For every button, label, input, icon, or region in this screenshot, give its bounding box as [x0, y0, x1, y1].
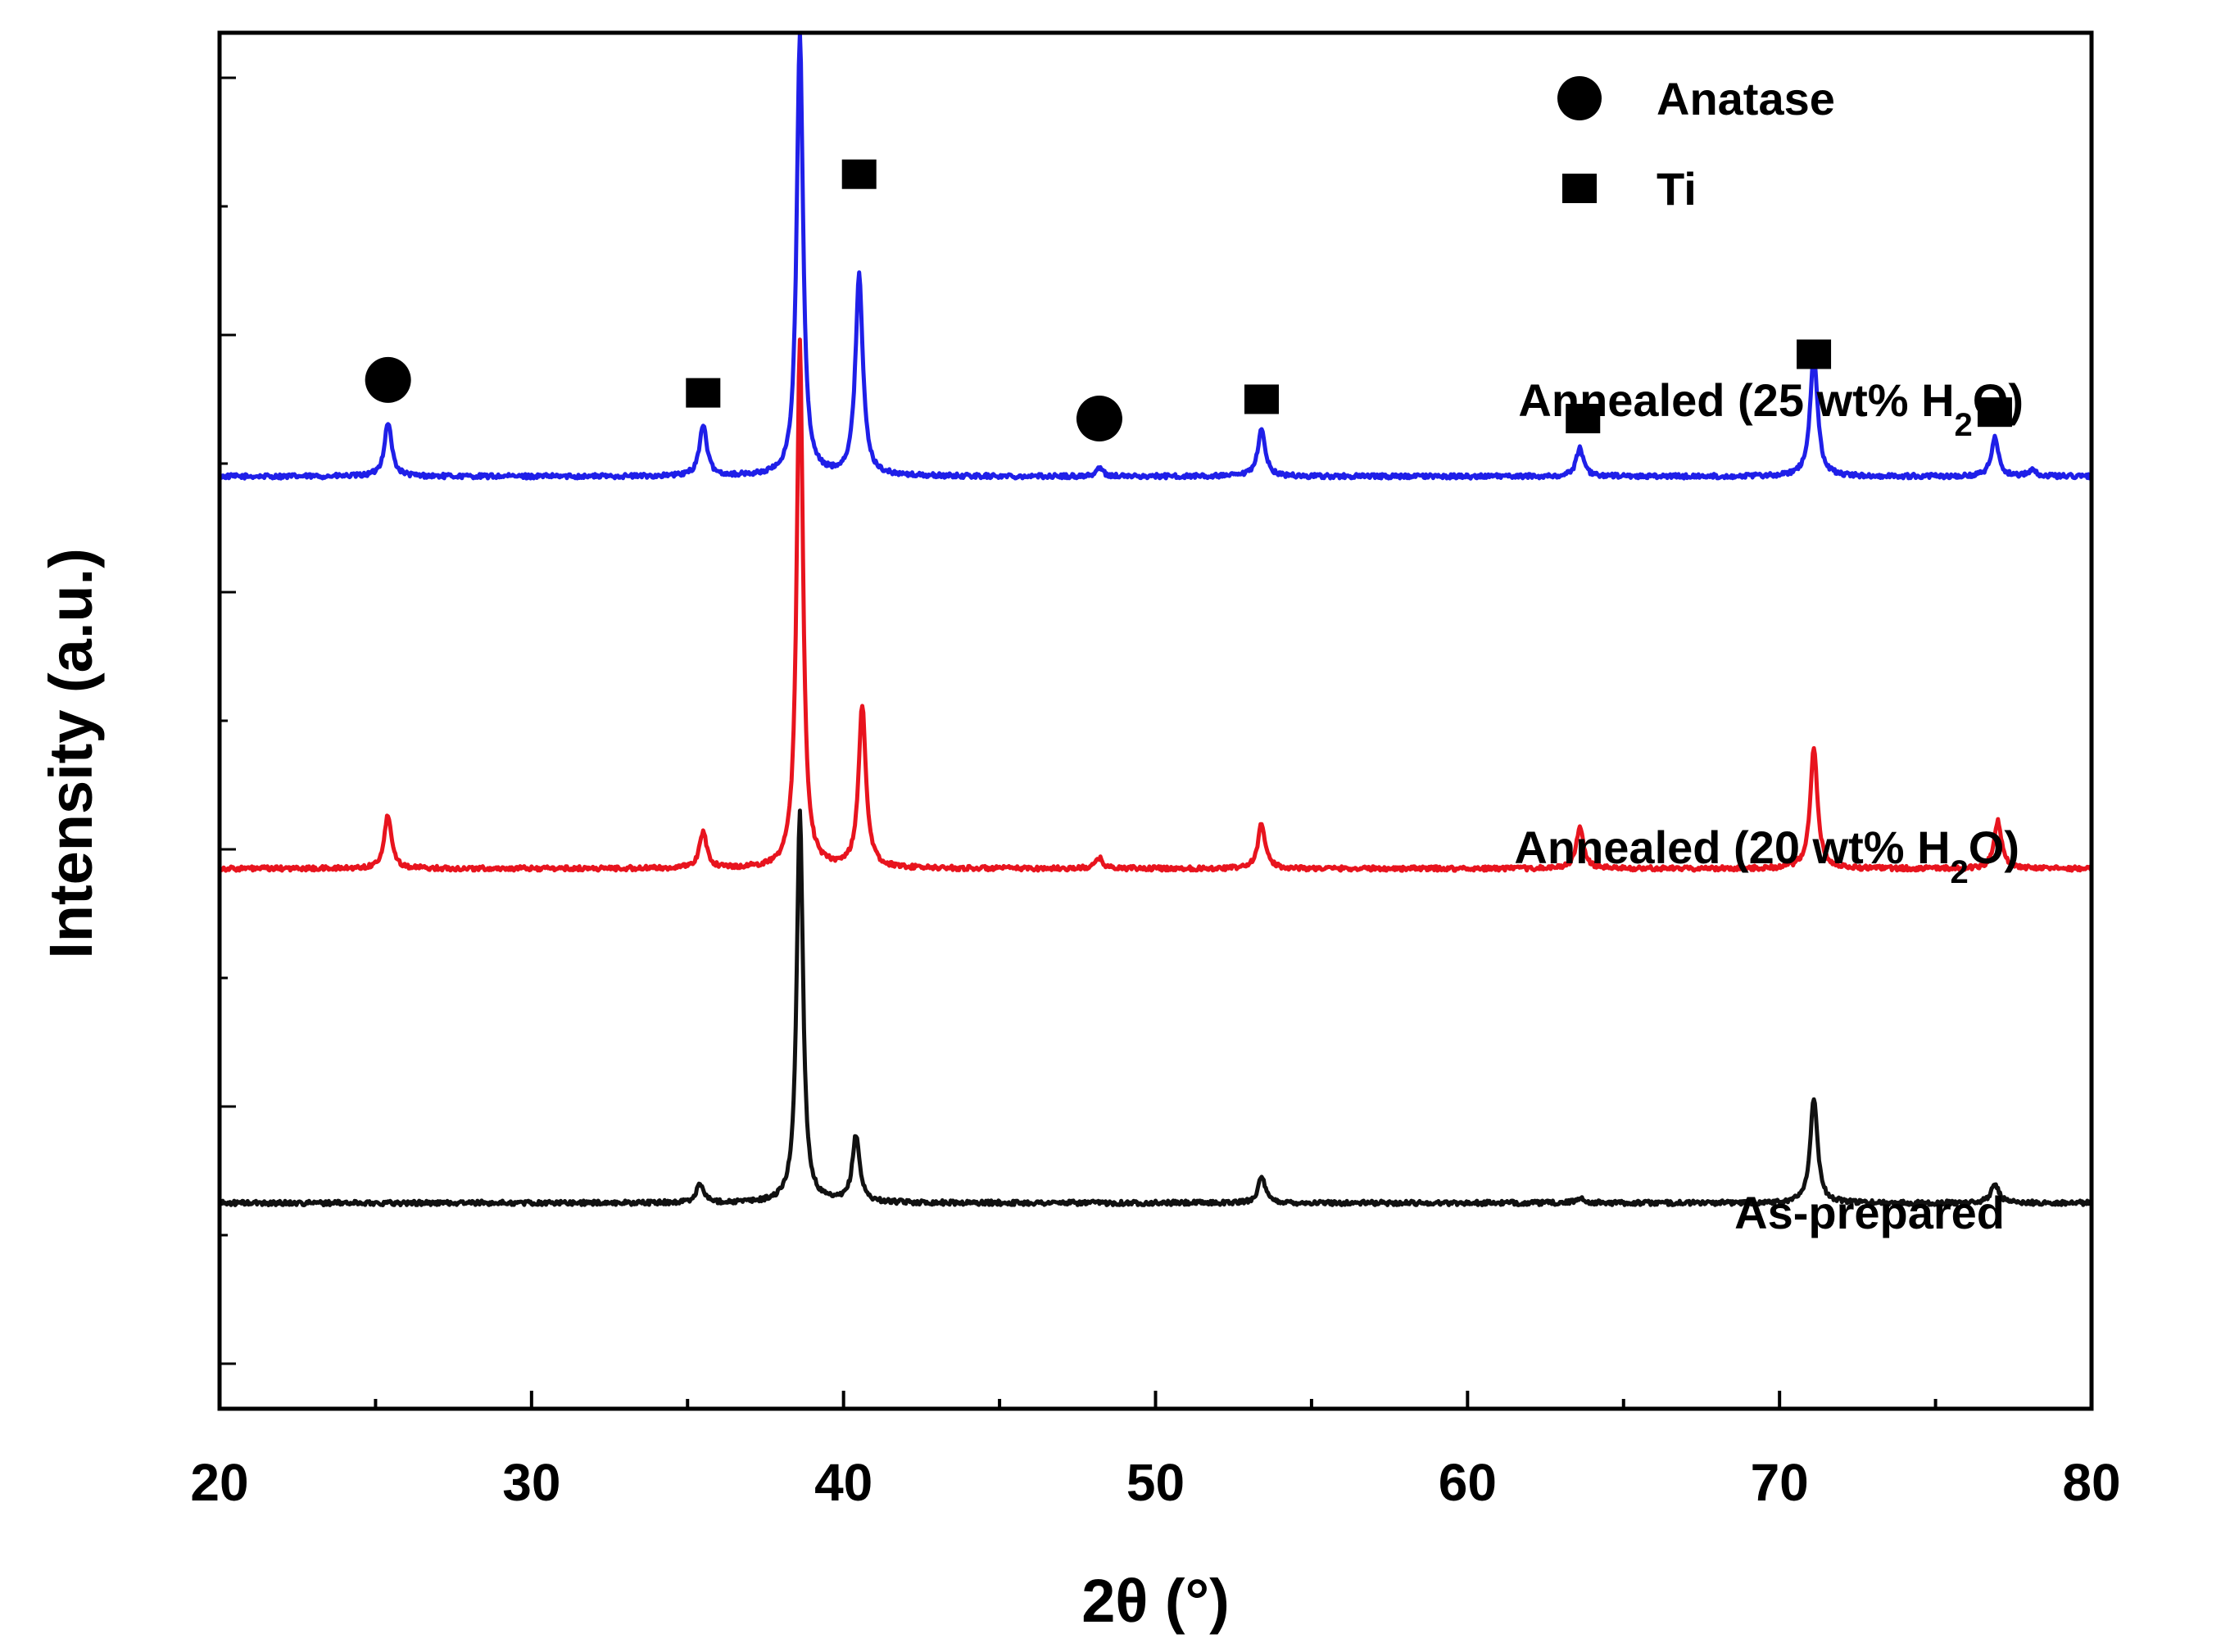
legend-label-ti: Ti [1657, 163, 1697, 215]
series-line [217, 31, 2094, 481]
anatase-peak-marker [1076, 396, 1122, 442]
peak-marker-layer [365, 159, 2012, 442]
ti-peak-marker [686, 378, 721, 408]
legend: Anatase Ti [1557, 73, 1835, 215]
ti-peak-marker [1977, 397, 2012, 428]
ti-peak-marker [1566, 404, 1601, 434]
ti-peak-marker [841, 159, 877, 189]
series-layer [217, 31, 2094, 1207]
ti-peak-marker [1244, 384, 1279, 414]
x-axis-title: 2θ (°) [1081, 1567, 1230, 1635]
ti-peak-marker [1797, 339, 1832, 369]
anatase-peak-marker [365, 356, 411, 403]
series-line [218, 808, 2093, 1207]
series-label-annealed-20: Annealed (20 wt% H2O) [1514, 821, 2019, 890]
y-axis-title: Intensity (a.u.) [37, 548, 105, 959]
legend-label-anatase: Anatase [1657, 73, 1835, 124]
ti-legend-marker [1562, 174, 1597, 203]
x-tick-label: 80 [2062, 1453, 2120, 1512]
series-label-annealed-25: Annealed (25 wt% H2O) [1518, 374, 2024, 443]
x-tick-label: 50 [1126, 1453, 1185, 1512]
series-label-as-prepared: As-prepared [1734, 1187, 2005, 1238]
x-tick-label: 30 [502, 1453, 560, 1512]
anatase-legend-marker [1557, 76, 1602, 120]
x-tick-label: 60 [1439, 1453, 1497, 1512]
x-tick-label: 40 [814, 1453, 872, 1512]
x-tick-label: 70 [1751, 1453, 1809, 1512]
x-tick-label: 20 [190, 1453, 248, 1512]
series-line [218, 337, 2093, 873]
tick-layer: 20 30 40 50 60 70 80 [190, 76, 2121, 1512]
